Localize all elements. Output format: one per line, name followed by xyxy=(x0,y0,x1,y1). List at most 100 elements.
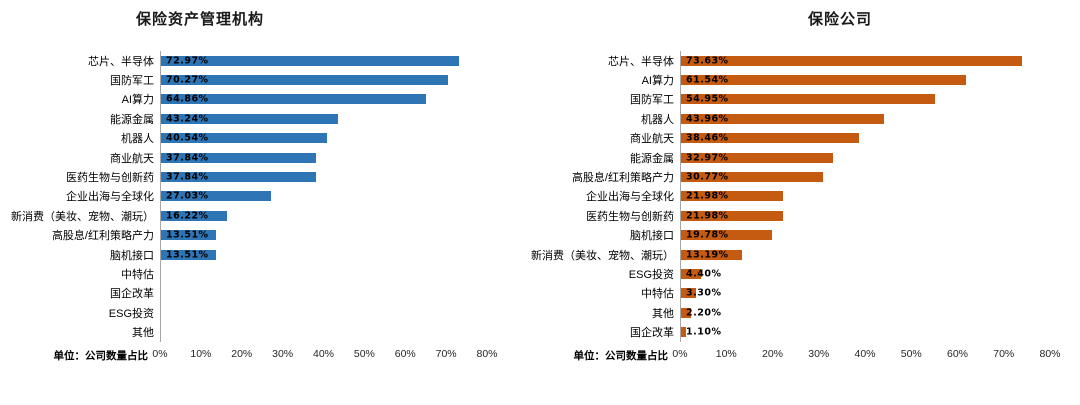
category-label: 新消费（美妆、宠物、潮玩） xyxy=(11,210,154,223)
value-label: 32.97% xyxy=(686,152,729,164)
bar-row: 商业航天 38.46% xyxy=(528,128,1051,148)
bar-row: 机器人 43.96% xyxy=(528,109,1051,129)
chart-insurance-companies: 芯片、半导体 73.63% AI算力 61.54% 国防军工 54.95% 机器人 43.96… xyxy=(528,51,1061,363)
bar xyxy=(681,172,824,183)
bar-row: 新消费（美妆、宠物、潮玩） 13.19% xyxy=(528,244,1051,265)
x-axis-ticks: 0% 10% 20% 30% 40% 50% 60% 70% 80% xyxy=(672,347,1060,362)
bar-row: 其他 2.20% xyxy=(528,303,1051,323)
category-label: 高股息/红利策略产力 xyxy=(571,172,674,185)
bar xyxy=(161,55,460,66)
value-label: 37.84% xyxy=(166,152,209,164)
category-label: 能源金属 xyxy=(110,113,154,126)
category-label: 企业出海与全球化 xyxy=(586,191,674,204)
category-label: 机器人 xyxy=(641,113,674,126)
bar xyxy=(681,55,1022,66)
bar-track: 32.97% xyxy=(680,147,1051,168)
unit-note: 单位：公司数量占比 xyxy=(53,349,149,362)
x-tick-label: 70% xyxy=(435,347,457,360)
bar-track: 43.24% xyxy=(160,109,488,129)
category-label: 医药生物与创新药 xyxy=(66,172,154,185)
x-tick-label: 30% xyxy=(272,347,294,360)
x-tick-label: 20% xyxy=(231,347,253,360)
bar-track xyxy=(160,322,488,342)
x-tick-label: 30% xyxy=(808,347,830,360)
bar-row: 高股息/红利策略产力 13.51% xyxy=(8,225,488,245)
bar xyxy=(161,75,449,86)
category-label: 商业航天 xyxy=(630,133,674,146)
value-label: 21.98% xyxy=(686,190,729,202)
value-label: 38.46% xyxy=(686,132,729,144)
bar-row: 新消费（美妆、宠物、潮玩） 16.22% xyxy=(8,206,488,226)
bar xyxy=(161,133,327,144)
bar-row: 中特估 3.30% xyxy=(528,283,1051,304)
bar-track: 43.96% xyxy=(680,109,1051,129)
category-label: 其他 xyxy=(652,307,674,320)
bar xyxy=(681,327,687,338)
x-tick-label: 60% xyxy=(394,347,416,360)
value-label: 16.22% xyxy=(166,210,209,222)
value-label: 72.97% xyxy=(166,55,209,67)
value-label: 43.96% xyxy=(686,113,729,125)
value-label: 13.19% xyxy=(686,249,729,261)
x-tick-label: 80% xyxy=(1039,347,1061,360)
x-tick-label: 60% xyxy=(946,347,969,360)
bar-track: 21.98% xyxy=(680,206,1051,226)
x-tick-label: 0% xyxy=(672,347,688,360)
x-tick-label: 50% xyxy=(353,347,375,360)
bar xyxy=(681,94,936,105)
category-label: 其他 xyxy=(132,327,154,340)
bar-track: 13.51% xyxy=(160,244,488,265)
bar-row: 芯片、半导体 73.63% xyxy=(528,51,1051,71)
bar-track: 27.03% xyxy=(160,186,488,207)
bar-row: 能源金属 32.97% xyxy=(528,147,1051,168)
bar-track: 72.97% xyxy=(160,51,488,71)
bar-track: 21.98% xyxy=(680,186,1051,207)
bar-row: 脑机接口 19.78% xyxy=(528,225,1051,245)
value-label: 37.84% xyxy=(166,171,209,183)
bar xyxy=(161,113,338,124)
bar-track: 30.77% xyxy=(680,167,1051,187)
category-label: 国企改革 xyxy=(110,288,154,301)
category-label: 高股息/红利策略产力 xyxy=(51,230,154,243)
value-label: 30.77% xyxy=(686,171,729,183)
bar xyxy=(161,94,427,105)
category-label: 芯片、半导体 xyxy=(608,55,674,68)
unit-note: 单位：公司数量占比 xyxy=(573,349,669,362)
bar-track: 1.10% xyxy=(680,322,1051,342)
value-label: 19.78% xyxy=(686,229,729,241)
bar xyxy=(681,307,692,318)
bar xyxy=(161,152,316,163)
bar xyxy=(161,230,217,241)
bar-row: AI算力 61.54% xyxy=(528,70,1051,90)
category-label: 脑机接口 xyxy=(110,249,154,262)
value-label: 3.30% xyxy=(686,287,722,299)
bar-track xyxy=(160,283,488,304)
bar-row: ESG投资 4.40% xyxy=(528,264,1051,284)
bar xyxy=(681,288,697,299)
bar-track: 13.19% xyxy=(680,244,1051,265)
bar xyxy=(161,249,217,260)
bar xyxy=(681,113,885,124)
bar-track: 40.54% xyxy=(160,128,488,148)
chart-insurance-asset-managers: 芯片、半导体 72.97% 国防军工 70.27% AI算力 64.86% 能源金属 43.2… xyxy=(8,51,498,363)
bar-track: 37.84% xyxy=(160,167,488,187)
value-label: 43.24% xyxy=(166,113,209,125)
category-label: ESG投资 xyxy=(108,307,154,320)
bar-rows: 芯片、半导体 73.63% AI算力 61.54% 国防军工 54.95% 机器人 43.96… xyxy=(528,51,1051,342)
bar-track: 73.63% xyxy=(680,51,1051,71)
bar-row: 企业出海与全球化 27.03% xyxy=(8,186,488,207)
bar-track: 13.51% xyxy=(160,225,488,245)
category-label: AI算力 xyxy=(641,75,674,88)
x-tick-label: 80% xyxy=(476,347,498,360)
category-label: 机器人 xyxy=(121,133,154,146)
x-tick-label: 0% xyxy=(152,347,168,360)
bar-row: 商业航天 37.84% xyxy=(8,147,488,168)
bar-row: 机器人 40.54% xyxy=(8,128,488,148)
bar-row: 高股息/红利策略产力 30.77% xyxy=(528,167,1051,187)
bar xyxy=(681,210,783,221)
chart-footer: 单位：公司数量占比 0% 10% 20% 30% 40% 50% 60% 70% 80% xyxy=(8,347,498,363)
value-label: 54.95% xyxy=(686,93,729,105)
bar xyxy=(681,75,966,86)
bar xyxy=(681,268,702,279)
